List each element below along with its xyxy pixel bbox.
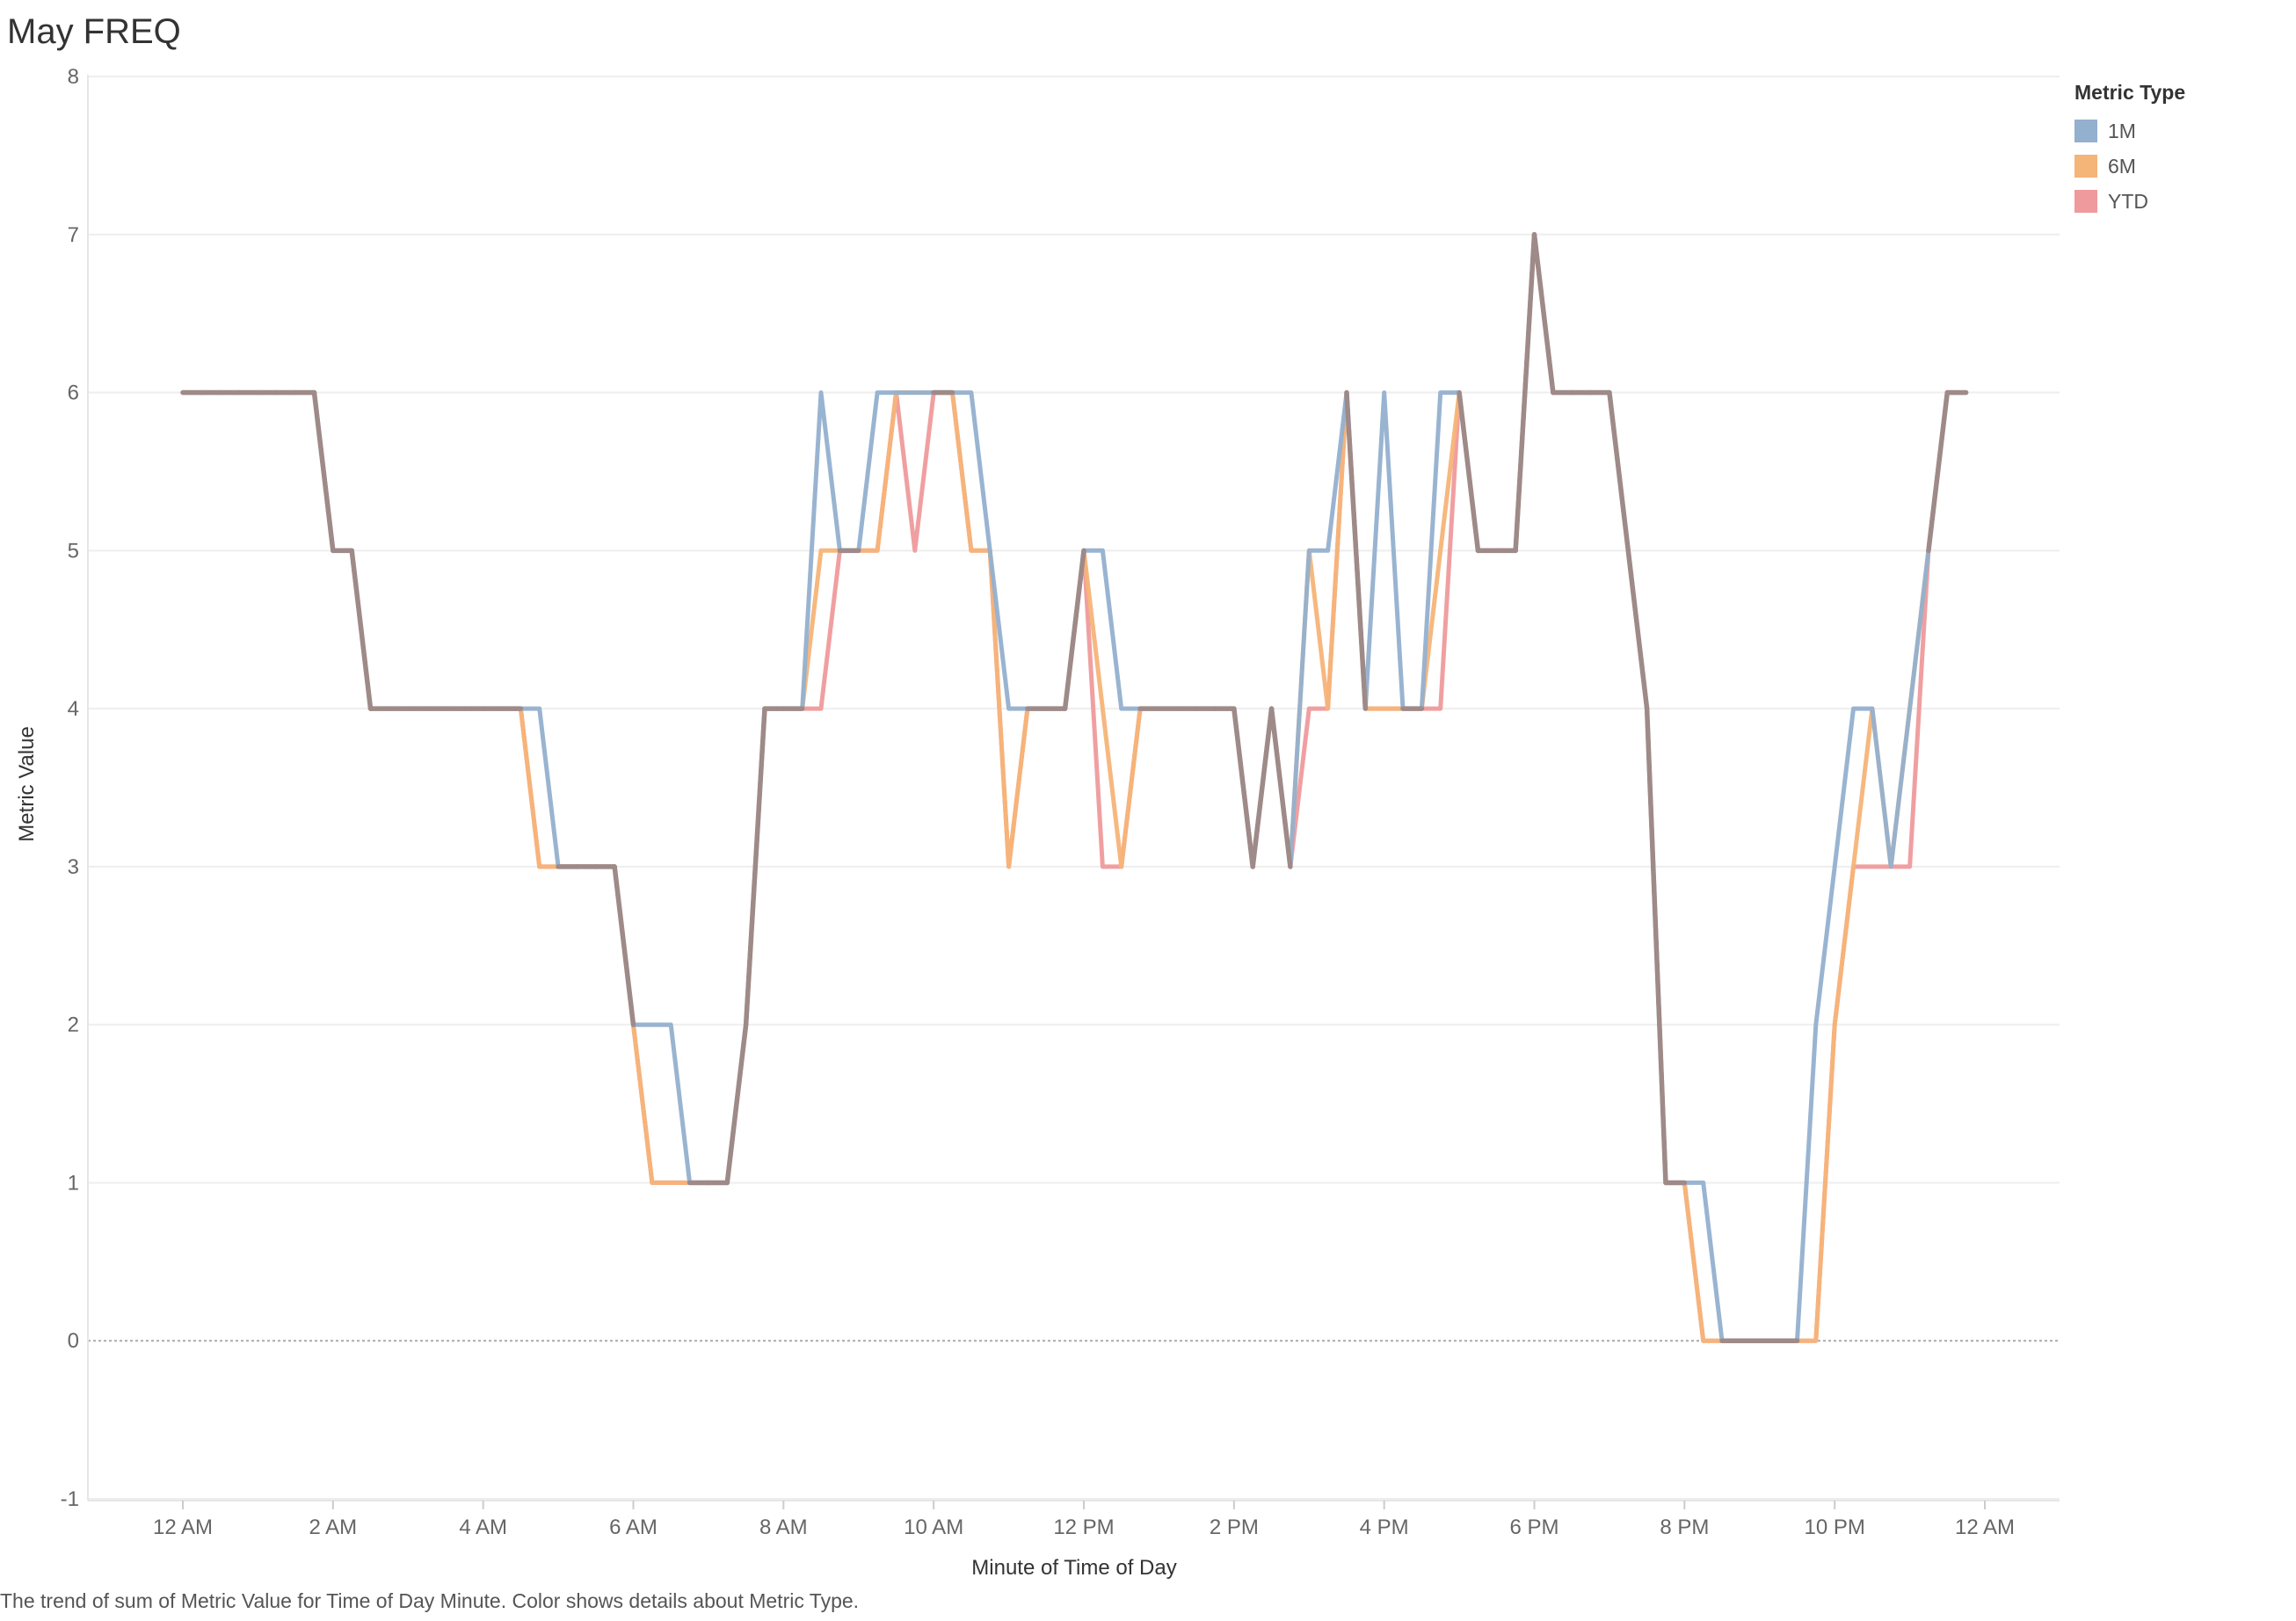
x-tick-label: 4 AM <box>459 1516 507 1539</box>
overlap-segment <box>1926 389 1951 554</box>
x-tick-label: 4 PM <box>1360 1516 1409 1539</box>
y-tick-label: 4 <box>68 697 79 721</box>
overlap-segment <box>349 548 374 711</box>
x-tick-label: 12 PM <box>1053 1516 1114 1539</box>
y-tick-label: 5 <box>68 539 79 563</box>
legend-swatch-ytd <box>2074 190 2097 213</box>
overlap-segment <box>1513 232 1537 554</box>
legend-item-1m[interactable]: 1M <box>2074 113 2185 149</box>
overlap-segment <box>1268 706 1293 869</box>
overlap-segment <box>612 864 636 1028</box>
overlap-segment <box>1250 706 1275 869</box>
x-tick-label: 2 PM <box>1210 1516 1259 1539</box>
x-axis-label: Minute of Time of Day <box>971 1556 1176 1580</box>
series-lines <box>180 232 1969 1343</box>
overlap-segment <box>724 1021 749 1186</box>
legend: Metric Type 1M 6M YTD <box>2074 81 2185 219</box>
x-tick-label: 12 AM <box>153 1516 213 1539</box>
x-tick-label: 8 AM <box>759 1516 808 1539</box>
x-tick-label: 2 AM <box>309 1516 357 1539</box>
overlap-segment <box>311 389 336 554</box>
legend-label-ytd: YTD <box>2108 189 2148 213</box>
x-tick-label: 8 PM <box>1660 1516 1709 1539</box>
overlap-segment <box>1531 232 1556 396</box>
y-tick-label: 2 <box>68 1014 79 1037</box>
chart-title: May FREQ <box>7 12 181 51</box>
legend-item-ytd[interactable]: YTD <box>2074 184 2185 219</box>
overlap-segment <box>1062 548 1086 711</box>
y-axis-label: Metric Value <box>15 726 39 842</box>
x-tick-label: 6 AM <box>609 1516 658 1539</box>
y-tick-label: -1 <box>61 1487 79 1511</box>
legend-swatch-1m <box>2074 120 2097 142</box>
x-axis: 12 AM 2 AM 4 AM 6 AM 8 AM 10 AM 12 PM 2 PM 4 PM 6… <box>88 1500 2060 1539</box>
overlap-segment <box>1625 548 1650 711</box>
overlap-segment <box>1457 389 1481 554</box>
overlap-segment <box>1232 706 1255 869</box>
overlap-segment <box>1644 706 1668 1186</box>
legend-title: Metric Type <box>2074 81 2186 104</box>
gridlines <box>88 76 2060 1500</box>
series-line-6m[interactable] <box>180 232 1969 1343</box>
legend-swatch-6m <box>2074 155 2097 178</box>
overlap-segment <box>1344 389 1369 711</box>
y-axis: -1 0 1 2 3 4 5 6 7 8 <box>61 65 89 1511</box>
x-tick-label: 10 PM <box>1804 1516 1864 1539</box>
chart-caption: The trend of sum of Metric Value for Tim… <box>0 1589 860 1612</box>
y-tick-label: 7 <box>68 223 79 247</box>
y-tick-label: 1 <box>68 1171 79 1195</box>
legend-label-6m: 6M <box>2108 154 2136 178</box>
y-tick-label: 6 <box>68 382 79 405</box>
overlap-segment <box>743 706 767 1028</box>
x-tick-label: 6 PM <box>1509 1516 1559 1539</box>
series-line-ytd[interactable] <box>180 232 1969 1343</box>
overlap-segment <box>1607 389 1631 554</box>
y-tick-label: 8 <box>68 65 79 89</box>
y-tick-label: 3 <box>68 855 79 879</box>
y-tick-label: 0 <box>68 1329 79 1353</box>
series-line-1m[interactable] <box>180 232 1969 1343</box>
x-tick-label: 12 AM <box>1955 1516 2015 1539</box>
legend-item-6m[interactable]: 6M <box>2074 149 2185 184</box>
x-tick-label: 10 AM <box>904 1516 963 1539</box>
legend-label-1m: 1M <box>2108 119 2136 142</box>
